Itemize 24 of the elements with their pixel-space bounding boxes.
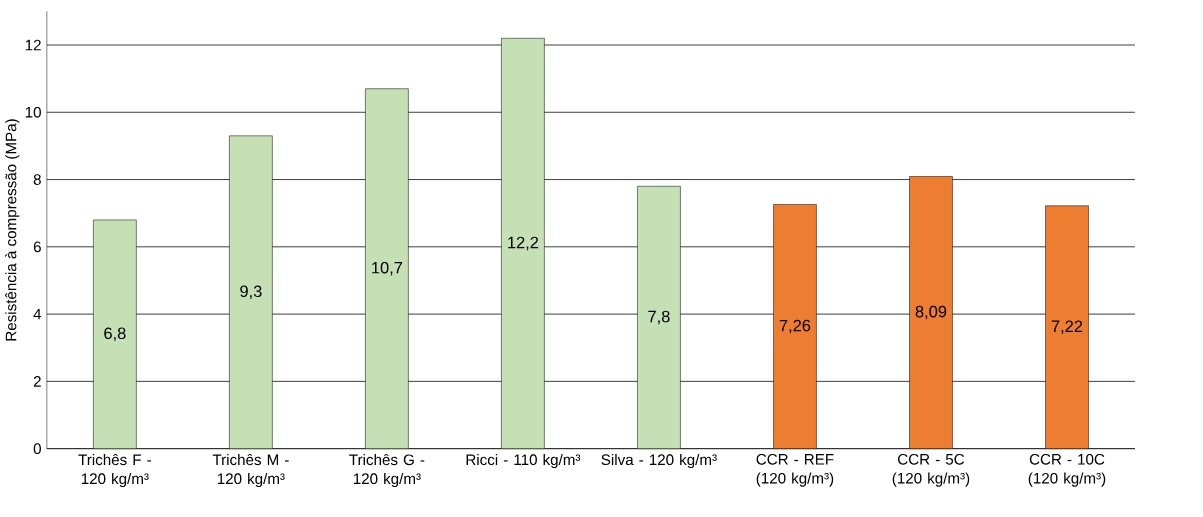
y-tick-label: 8 — [33, 174, 41, 185]
x-tick-label: Ricci - 110 kg/m³ — [466, 454, 581, 469]
y-tick-label: 0 — [33, 443, 41, 455]
y-tick-label: 6 — [33, 241, 41, 253]
data-label: 7,26 — [779, 319, 811, 334]
x-tick-label: CCR - 10C (120 kg/m³) — [1028, 454, 1106, 487]
x-tick-label: CCR - REF (120 kg/m³) — [756, 454, 834, 487]
x-tick-label: Trichês F - 120 kg/m³ — [78, 454, 151, 488]
x-tick-label: Trichês G - 120 kg/m³ — [349, 454, 425, 488]
x-tick-label: CCR - 5C (120 kg/m³) — [892, 454, 970, 487]
y-tick-label: 4 — [33, 308, 42, 320]
data-label: 12,2 — [508, 236, 539, 251]
y-tick-label: 12 — [25, 39, 41, 51]
data-label: 9,3 — [240, 285, 262, 300]
data-label: 8,09 — [915, 305, 947, 320]
x-tick-label: Silva - 120 kg/m³ — [601, 454, 717, 469]
y-tick-label: 2 — [33, 376, 41, 387]
data-label: 6,8 — [104, 327, 126, 342]
x-tick-label: Trichês M - 120 kg/m³ — [212, 454, 289, 488]
data-label: 7,22 — [1051, 320, 1083, 335]
y-tick-label: 10 — [25, 106, 41, 118]
y-axis-title: Resistência à compressão (MPa) — [5, 119, 20, 341]
data-label: 10,7 — [372, 261, 403, 276]
data-label: 7,8 — [648, 310, 670, 325]
